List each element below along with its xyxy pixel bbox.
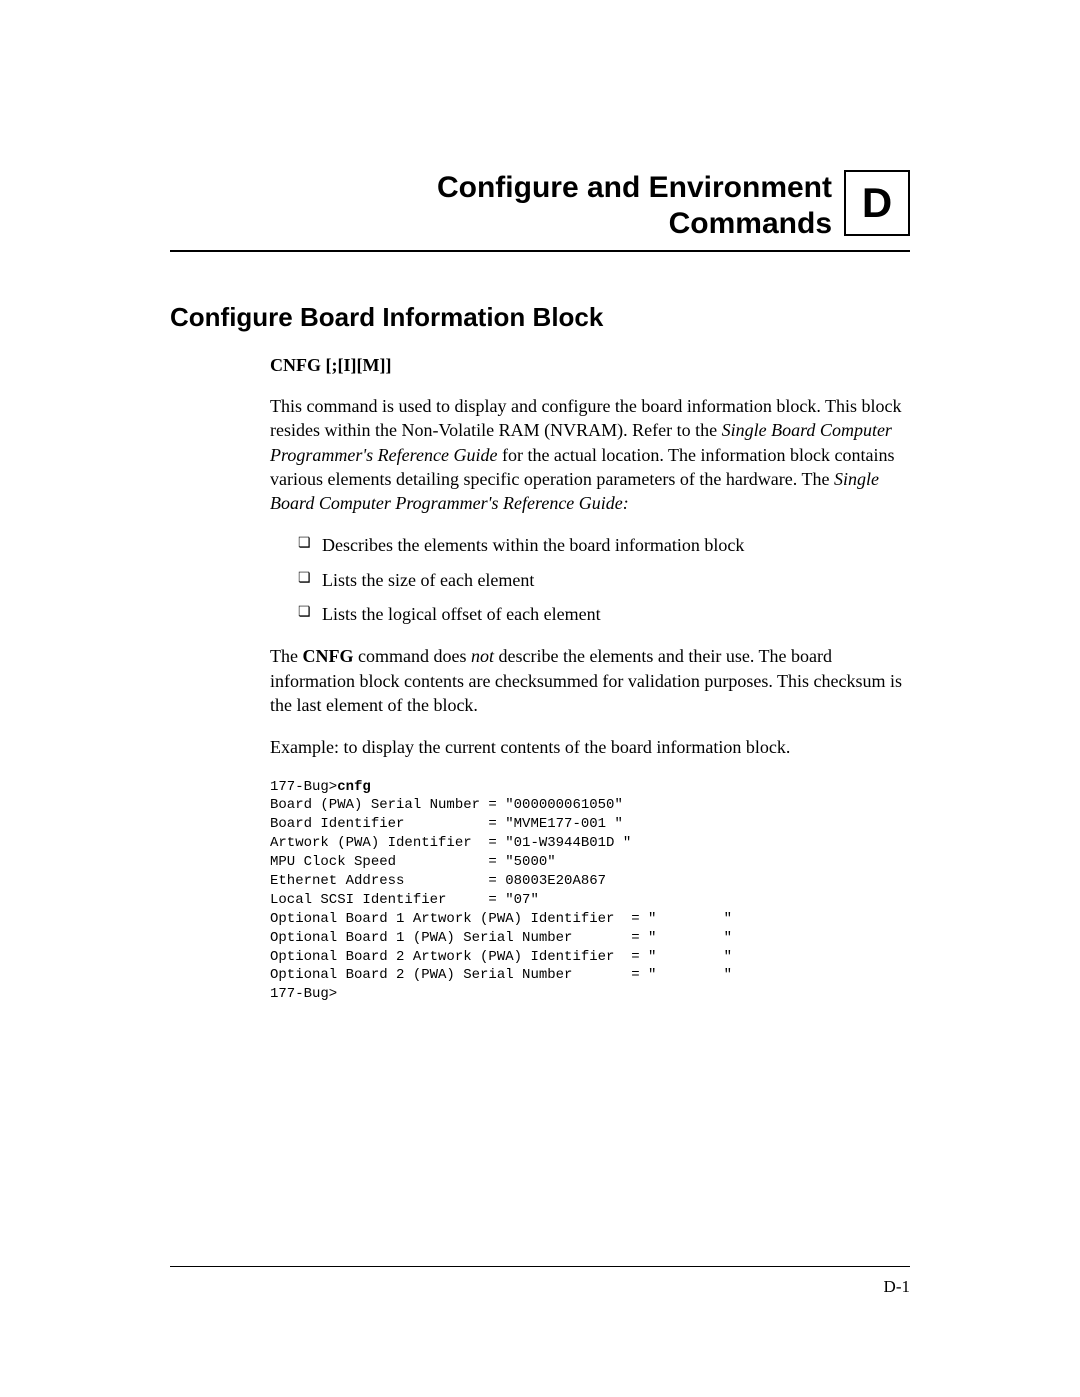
code-line: MPU Clock Speed = "5000" <box>270 854 556 870</box>
bullet-item: Lists the size of each element <box>298 568 910 592</box>
bullet-item: Describes the elements within the board … <box>298 533 910 557</box>
section-content: CNFG [;[I][M]] This command is used to d… <box>270 355 910 1004</box>
code-line: Local SCSI Identifier = "07" <box>270 892 539 908</box>
chapter-title-line1: Configure and Environment <box>437 171 832 204</box>
chapter-letter: D <box>862 179 892 227</box>
code-line: Artwork (PWA) Identifier = "01-W3944B01D… <box>270 835 631 851</box>
bullet-item: Lists the logical offset of each element <box>298 602 910 626</box>
chapter-title-line2: Commands <box>669 207 832 240</box>
chapter-header: Configure and Environment Commands D <box>170 170 910 252</box>
code-command: cnfg <box>337 779 371 795</box>
code-line: 177-Bug> <box>270 986 337 1002</box>
code-line: Board Identifier = "MVME177-001 " <box>270 816 623 832</box>
section-title: Configure Board Information Block <box>170 302 910 333</box>
para2-b: command does <box>353 646 470 666</box>
code-block: 177-Bug>cnfg Board (PWA) Serial Number =… <box>270 778 910 1005</box>
code-line: Optional Board 1 Artwork (PWA) Identifie… <box>270 911 732 927</box>
code-line: Optional Board 2 (PWA) Serial Number = "… <box>270 967 732 983</box>
page-footer: D-1 <box>170 1266 910 1297</box>
code-line: Ethernet Address = 08003E20A867 <box>270 873 606 889</box>
bullet-list: Describes the elements within the board … <box>298 533 910 626</box>
paragraph-1: This command is used to display and conf… <box>270 394 910 515</box>
paragraph-3: Example: to display the current contents… <box>270 735 910 759</box>
para2-bold: CNFG <box>302 646 353 666</box>
code-line: Optional Board 2 Artwork (PWA) Identifie… <box>270 949 732 965</box>
code-line: Optional Board 1 (PWA) Serial Number = "… <box>270 930 732 946</box>
command-syntax: CNFG [;[I][M]] <box>270 355 910 376</box>
paragraph-2: The CNFG command does not describe the e… <box>270 644 910 717</box>
para2-a: The <box>270 646 302 666</box>
page-number: D-1 <box>884 1277 910 1296</box>
chapter-title: Configure and Environment Commands <box>437 170 832 242</box>
code-line: Board (PWA) Serial Number = "00000006105… <box>270 797 623 813</box>
code-prompt: 177-Bug> <box>270 779 337 795</box>
page: Configure and Environment Commands D Con… <box>0 0 1080 1397</box>
chapter-badge: D <box>844 170 910 236</box>
para2-ital: not <box>471 646 494 666</box>
